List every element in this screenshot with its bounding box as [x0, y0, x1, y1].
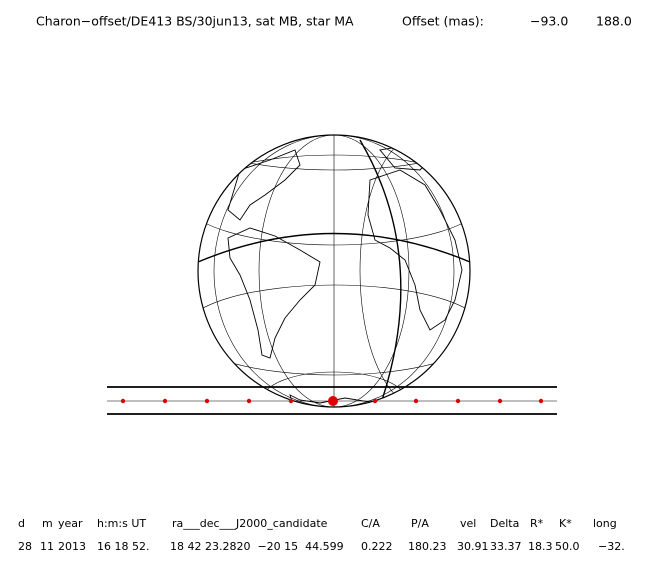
- column-header: year: [58, 517, 83, 530]
- cell: 18 42 23.2820 −20 15 44.599: [170, 540, 344, 553]
- offset-value: 188.0: [596, 14, 632, 29]
- globe: [197, 134, 471, 408]
- cell: 0.222: [361, 540, 393, 553]
- time-markers: [120, 396, 544, 406]
- column-header: R*: [530, 517, 544, 530]
- cell: 30.91: [457, 540, 489, 553]
- cell: 33.37: [490, 540, 522, 553]
- cell: 16 18 52.: [97, 540, 149, 553]
- cell: 18.3: [528, 540, 553, 553]
- column-header: long: [593, 517, 617, 530]
- column-header: vel: [460, 517, 476, 530]
- title: Charon−offset/DE413 BS/30jun13, sat MB, …: [36, 14, 354, 29]
- cell: 28: [18, 540, 32, 553]
- offset-value: −93.0: [530, 14, 568, 29]
- column-header: Delta: [490, 517, 519, 530]
- cell: −32.: [598, 540, 625, 553]
- cell: 11: [40, 540, 54, 553]
- column-header: d: [18, 517, 25, 530]
- offset-label: Offset (mas):: [402, 14, 484, 29]
- column-header: P/A: [411, 517, 429, 530]
- cell: 180.23: [408, 540, 447, 553]
- column-header: C/A: [361, 517, 380, 530]
- column-header: K*: [559, 517, 572, 530]
- cell: 50.0: [555, 540, 580, 553]
- column-header: h:m:s UT: [97, 517, 146, 530]
- cell: 2013: [58, 540, 86, 553]
- event-table: d m year h:m:s UT ra___dec___J2000_candidate…: [18, 517, 625, 553]
- column-header: m: [42, 517, 53, 530]
- column-header: ra___dec___J2000_candidate: [172, 517, 328, 530]
